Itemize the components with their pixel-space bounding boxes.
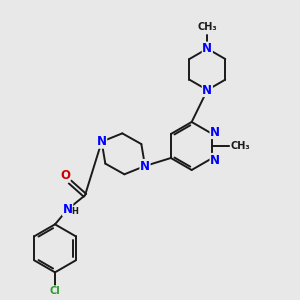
Text: N: N xyxy=(202,42,212,55)
Text: N: N xyxy=(210,125,220,139)
Text: CH₃: CH₃ xyxy=(197,22,217,32)
Text: N: N xyxy=(63,203,73,216)
Text: CH₃: CH₃ xyxy=(230,141,250,151)
Text: N: N xyxy=(210,154,220,166)
Text: Cl: Cl xyxy=(50,286,60,296)
Text: O: O xyxy=(60,169,70,182)
Text: N: N xyxy=(140,160,150,172)
Text: N: N xyxy=(202,83,212,97)
Text: H: H xyxy=(72,208,78,217)
Text: N: N xyxy=(97,135,107,148)
